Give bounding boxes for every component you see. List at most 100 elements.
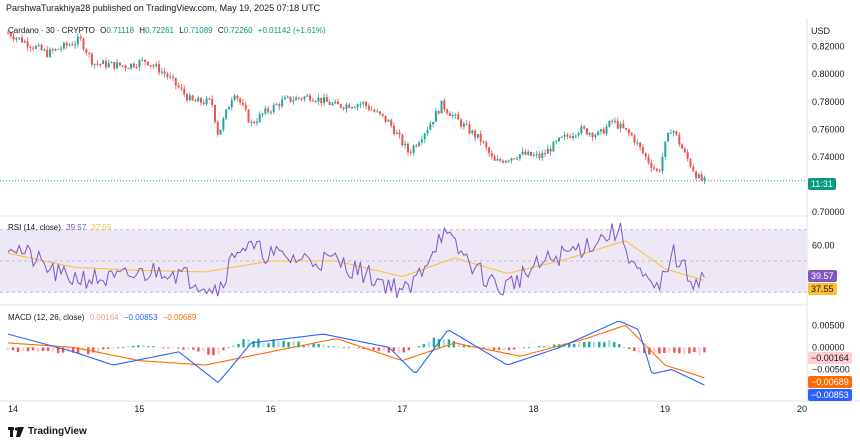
candle-body bbox=[544, 153, 547, 155]
candle-body bbox=[524, 151, 527, 155]
candle-body bbox=[230, 100, 233, 108]
macd-histogram-bar bbox=[317, 344, 320, 348]
candle-body bbox=[429, 124, 432, 130]
macd-histogram-bar bbox=[257, 338, 260, 348]
macd-histogram-bar bbox=[312, 343, 315, 348]
candle-body bbox=[541, 153, 544, 158]
rsi-ma-value: 37.55 bbox=[91, 223, 112, 232]
macd-histogram-bar bbox=[152, 346, 155, 348]
candle-body bbox=[107, 63, 110, 68]
candle-body bbox=[320, 97, 323, 104]
macd-histogram-bar bbox=[417, 346, 421, 348]
candle-body bbox=[650, 162, 653, 168]
macd-histogram-bar bbox=[517, 347, 521, 349]
macd-histogram-bar bbox=[658, 347, 661, 354]
candle-body bbox=[468, 124, 471, 134]
candle-body bbox=[152, 65, 155, 67]
macd-histogram-bar bbox=[462, 345, 466, 348]
candle-body bbox=[166, 73, 169, 77]
candle-body bbox=[496, 158, 499, 161]
candle-body bbox=[681, 144, 684, 149]
time-tick-label: 18 bbox=[529, 404, 539, 414]
candle-body bbox=[356, 104, 359, 108]
macd-histogram-bar bbox=[452, 341, 456, 348]
rsi-legend[interactable]: RSI (14, close) 39.57 37.55 bbox=[8, 223, 114, 232]
candle-body bbox=[191, 95, 194, 101]
candle-body bbox=[331, 103, 334, 105]
macd-histogram-bar bbox=[688, 347, 691, 354]
candle-body bbox=[574, 135, 577, 137]
macd-legend[interactable]: MACD (12, 26, close) 0.00164 −0.00853 −0… bbox=[8, 313, 199, 322]
candle-body bbox=[281, 99, 284, 107]
candle-body bbox=[60, 48, 63, 50]
candle-body bbox=[325, 97, 328, 102]
macd-histogram-bar bbox=[322, 344, 325, 348]
candle-body bbox=[197, 97, 200, 102]
macd-histogram-bar bbox=[457, 344, 461, 348]
main-legend[interactable]: Cardano · 30 · CRYPTO O0.71118 H0.72261 … bbox=[8, 26, 329, 35]
candle-body bbox=[71, 44, 74, 46]
macd-histogram-bar bbox=[447, 339, 451, 348]
time-tick-label: 19 bbox=[660, 404, 670, 414]
candle-body bbox=[446, 109, 449, 114]
candle-body bbox=[85, 49, 88, 53]
macd-histogram-bar bbox=[202, 347, 205, 351]
macd-hist-value: 0.00164 bbox=[89, 313, 119, 322]
time-tick-label: 16 bbox=[266, 404, 276, 414]
macd-histogram-bar bbox=[357, 347, 360, 349]
macd-histogram-bar bbox=[648, 347, 651, 355]
macd-histogram-bar bbox=[252, 341, 255, 348]
candle-body bbox=[297, 97, 300, 99]
candle-body bbox=[211, 99, 214, 105]
candle-body bbox=[409, 152, 412, 154]
candle-body bbox=[20, 37, 23, 43]
macd-histogram-bar bbox=[577, 341, 581, 348]
macd-histogram-bar bbox=[703, 347, 706, 353]
price-tick-label: 0.76000 bbox=[812, 124, 845, 134]
macd-histogram-bar bbox=[522, 347, 526, 349]
macd-histogram-bar bbox=[172, 347, 175, 349]
footer-brand[interactable]: TradingView bbox=[8, 426, 87, 437]
candle-body bbox=[490, 153, 493, 157]
candle-body bbox=[174, 77, 177, 86]
candle-body bbox=[32, 47, 35, 49]
macd-histogram-bar bbox=[327, 346, 330, 348]
macd-histogram-bar bbox=[497, 347, 501, 350]
candle-body bbox=[420, 139, 423, 143]
candle-body bbox=[527, 151, 530, 155]
candle-body bbox=[82, 38, 85, 50]
macd-histogram-bar bbox=[352, 347, 355, 349]
macd-histogram-bar bbox=[282, 340, 285, 348]
candle-body bbox=[169, 76, 172, 78]
candle-body bbox=[530, 151, 533, 156]
candle-body bbox=[378, 111, 381, 114]
candle-body bbox=[504, 160, 507, 163]
candle-body bbox=[392, 125, 395, 134]
macd-histogram-bar bbox=[11, 347, 15, 351]
candle-body bbox=[616, 120, 619, 129]
candle-body bbox=[104, 60, 107, 68]
candle-body bbox=[689, 158, 692, 167]
candle-body bbox=[653, 167, 656, 169]
macd-histogram-bar bbox=[467, 345, 471, 348]
candle-body bbox=[488, 147, 491, 154]
macd-histogram-bar bbox=[487, 347, 491, 350]
macd-histogram-bar bbox=[537, 346, 541, 348]
candle-body bbox=[443, 100, 446, 110]
candle-body bbox=[605, 126, 608, 134]
price-time-tag: 11:31 bbox=[808, 178, 836, 190]
macd-histogram-bar bbox=[207, 347, 210, 355]
candle-body bbox=[102, 60, 105, 65]
open-value: 0.71118 bbox=[106, 26, 135, 35]
macd-histogram-bar bbox=[397, 347, 401, 354]
macd-pane bbox=[6, 320, 706, 386]
candle-body bbox=[630, 133, 633, 136]
candle-body bbox=[163, 71, 166, 74]
candle-body bbox=[222, 118, 225, 130]
macd-histogram-bar bbox=[112, 347, 115, 349]
candle-body bbox=[627, 129, 630, 134]
macd-histogram-bar bbox=[237, 343, 240, 348]
candle-body bbox=[15, 38, 18, 40]
candle-body bbox=[121, 65, 124, 67]
low-value: 0.71089 bbox=[183, 26, 213, 35]
